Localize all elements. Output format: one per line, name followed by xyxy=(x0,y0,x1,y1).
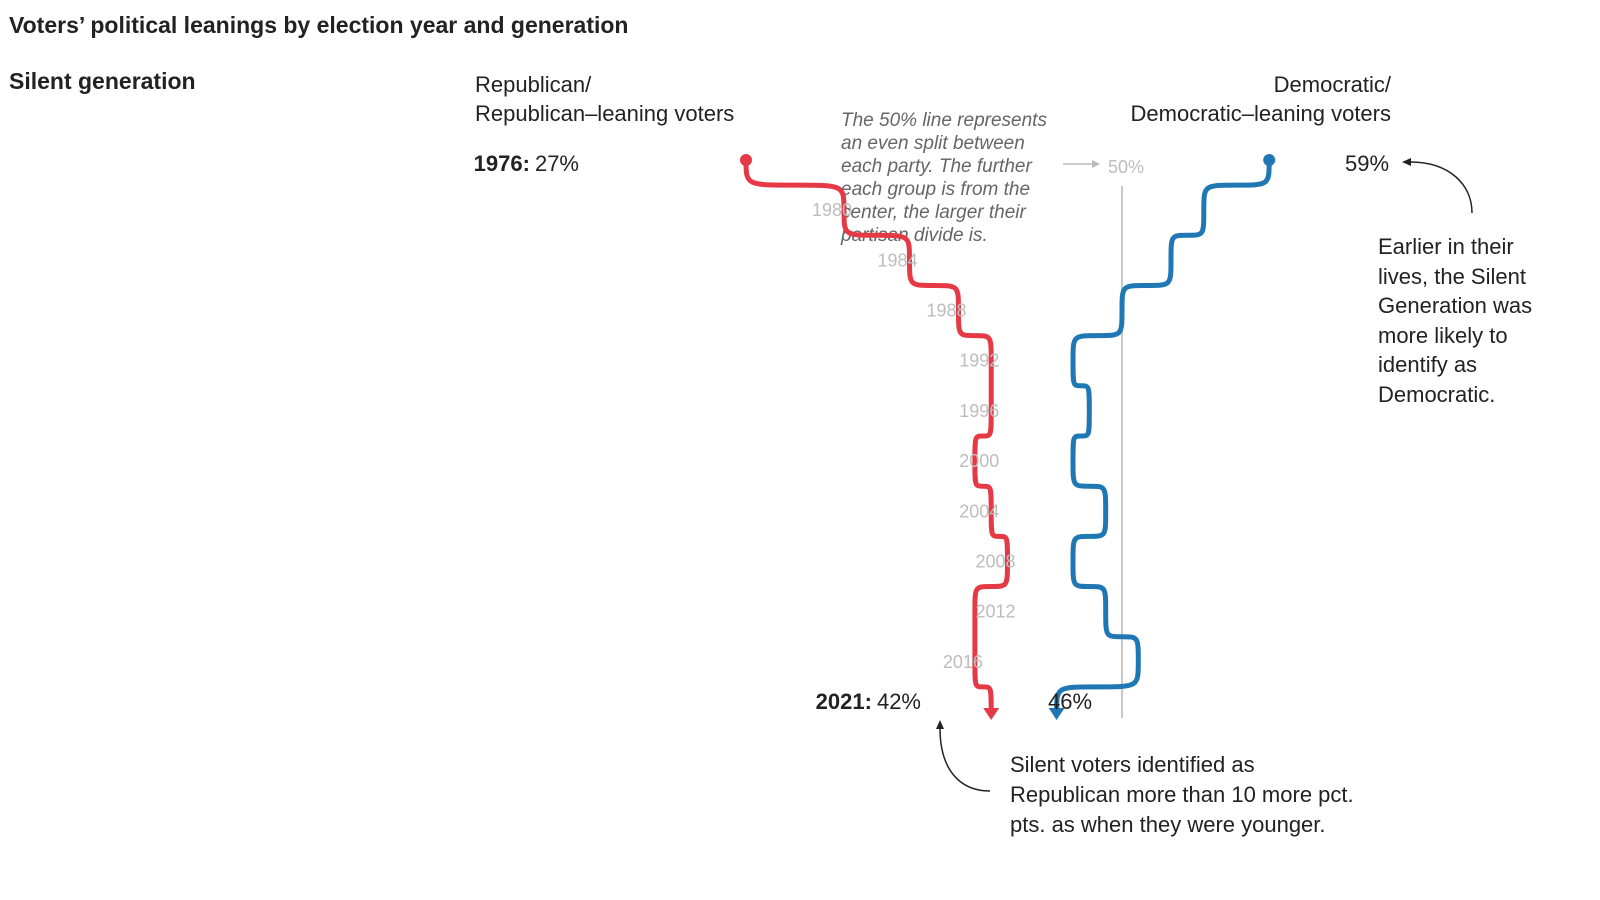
midline-note-line: an even split between xyxy=(841,133,1025,154)
end-dem-value: 46% xyxy=(1048,689,1092,714)
year-label-1996: 1996 xyxy=(959,401,999,421)
midline-note-arrow xyxy=(1063,160,1100,168)
republican-end-arrow xyxy=(983,708,1000,720)
year-label-2000: 2000 xyxy=(959,451,999,471)
year-label-2004: 2004 xyxy=(959,501,999,521)
start-rep-value: 27% xyxy=(535,151,579,176)
header-republican-line2: Republican–leaning voters xyxy=(475,101,734,126)
republican-note-arrow xyxy=(936,720,991,792)
democratic-line xyxy=(1054,157,1272,715)
republican-line xyxy=(743,157,1010,715)
midline-note-line: center, the larger their xyxy=(841,202,1026,223)
democratic-note-line: more likely to xyxy=(1378,323,1508,348)
chart-title: Voters’ political leanings by election y… xyxy=(9,12,629,38)
republican-note-line: Republican more than 10 more pct. xyxy=(1010,782,1354,807)
republican-start-point xyxy=(740,154,752,166)
end-rep-value: 42% xyxy=(877,689,921,714)
midline-note-line: The 50% line represents xyxy=(841,110,1047,131)
header-democratic-line1: Democratic/ xyxy=(1274,72,1392,97)
start-year-label: 1976: xyxy=(474,151,530,176)
midline-note-line: each party. The further xyxy=(841,156,1032,177)
republican-note-line: pts. as when they were younger. xyxy=(1010,812,1326,837)
democratic-note-line: lives, the Silent xyxy=(1378,264,1526,289)
democratic-end-arrow xyxy=(1048,708,1065,720)
democratic-note-arrow xyxy=(1402,158,1473,214)
year-label-2012: 2012 xyxy=(976,602,1016,622)
start-dem-value: 59% xyxy=(1345,151,1389,176)
year-label-2008: 2008 xyxy=(976,552,1016,572)
democratic-note: Earlier in their lives, the Silent Gener… xyxy=(1378,234,1532,407)
republican-note: Silent voters identified as Republican m… xyxy=(1010,752,1354,837)
midline-note: The 50% line represents an even split be… xyxy=(840,110,1047,246)
republican-note-line: Silent voters identified as xyxy=(1010,752,1255,777)
democratic-note-line: identify as xyxy=(1378,352,1477,377)
year-labels: 1980 1984 1988 1992 1996 2000 2004 2008 2012 2016 xyxy=(812,200,1016,672)
header-democratic-line2: Democratic–leaning voters xyxy=(1131,101,1391,126)
democratic-note-line: Generation was xyxy=(1378,293,1532,318)
end-year-label: 2021: xyxy=(816,689,872,714)
year-label-1980: 1980 xyxy=(812,200,852,220)
year-label-2016: 2016 xyxy=(943,652,983,672)
democratic-series xyxy=(1048,154,1276,720)
header-republican-line1: Republican/ xyxy=(475,72,592,97)
midline-note-line: partisan divide is. xyxy=(840,225,988,246)
end-label-rep: 2021: 42% xyxy=(816,689,921,714)
democratic-start-point xyxy=(1263,154,1276,166)
start-label-rep: 1976: 27% xyxy=(474,151,579,176)
republican-series xyxy=(740,154,1010,720)
democratic-note-line: Democratic. xyxy=(1378,382,1495,407)
year-label-1992: 1992 xyxy=(959,351,999,371)
democratic-note-line: Earlier in their xyxy=(1378,234,1514,259)
year-label-1988: 1988 xyxy=(927,301,967,321)
midline-label: 50% xyxy=(1108,157,1144,177)
year-label-1984: 1984 xyxy=(878,250,918,270)
chart-subtitle: Silent generation xyxy=(9,68,196,94)
midline-note-line: each group is from the xyxy=(841,179,1030,200)
